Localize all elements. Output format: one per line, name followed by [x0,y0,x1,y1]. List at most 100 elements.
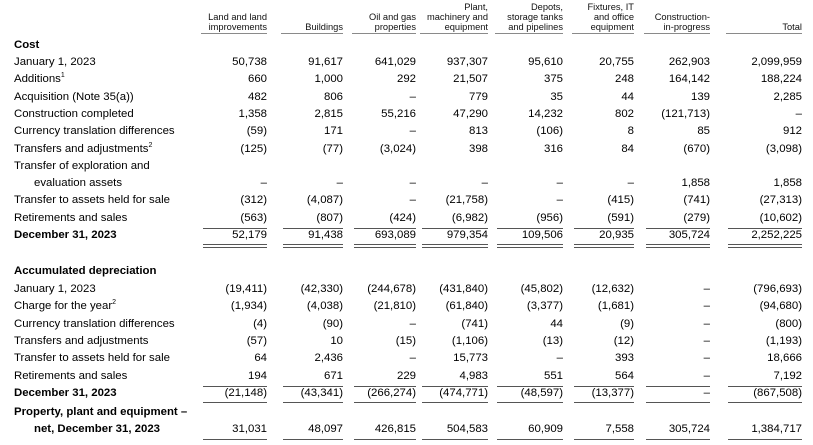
table-row: Retirements and sales 194 671 229 4,983 551 56… [0,368,813,385]
cell-oil-gas-properties: – [409,125,416,138]
column-header-line: equipment [444,22,488,33]
total-rule [422,439,488,440]
cell-plant-machinery: (474,771) [439,386,488,399]
column-header-total: Total [712,22,802,32]
cell-plant-machinery: (21,758) [445,194,488,207]
cell-plant-machinery: 47,290 [453,107,488,120]
column-header-line: Land and land [208,12,267,23]
cell-buildings: (77) [322,142,343,155]
cell-buildings: 2,815 [314,107,343,120]
cell-plant-machinery: 21,507 [453,73,488,86]
cell-total: 2,099,959 [751,56,802,68]
cell-construction-in-progress: 164,142 [668,73,710,86]
table-row: Currency translation differences (59) 171 –… [0,123,813,140]
cell-plant-machinery: (6,982) [451,211,488,224]
cell-fixtures-it: 84 [621,142,634,155]
cell-land-improvements: (4) [253,317,267,330]
row-label: Currency translation differences [14,125,175,137]
cell-depots-pipelines: (106) [536,125,563,138]
row-label: Transfers and adjustments [14,335,148,347]
cell-oil-gas-properties: – [409,194,416,207]
row-label: Retirements and sales [14,212,127,224]
total-rule [574,439,634,440]
cell-fixtures-it: 564 [614,369,634,382]
cell-buildings: (4,038) [306,300,343,313]
cell-plant-machinery: 937,307 [446,56,488,68]
cell-land-improvements: – [260,177,267,190]
cell-plant-machinery: 813 [468,125,488,138]
total-rule-double [574,247,634,248]
cell-land-improvements: 52,179 [232,229,267,241]
total-row: December 31, 2023 (21,148) (43,341) (266,27… [0,385,813,402]
net-cell-plant-machinery: 504,583 [446,423,488,435]
cell-fixtures-it: (415) [607,194,634,207]
cost-section-title: Cost [14,39,40,51]
cell-fixtures-it: 20,755 [599,56,634,68]
total-rule [497,244,563,245]
row-label: Acquisition (Note 35(a)) [14,91,134,103]
column-header-buildings: Buildings [267,22,343,32]
row-label-text: Acquisition (Note 35(a)) [14,90,134,103]
cell-land-improvements: (57) [246,334,267,347]
footnote-marker: 1 [60,72,65,80]
cell-total: (10,602) [759,211,802,224]
cell-buildings: 91,438 [308,229,343,241]
cell-total: (867,508) [753,386,802,399]
row-label-text: January 1, 2023 [14,56,96,68]
total-rule [497,401,563,403]
total-rule-double [728,247,802,248]
row-label-text: Currency translation differences [14,125,175,138]
row-label-text: Currency translation differences [14,317,175,330]
cell-depots-pipelines: 375 [543,73,563,86]
cell-fixtures-it: 802 [614,107,634,120]
column-header-oil-gas-properties: Oil and gas properties [338,12,416,32]
cell-total: – [795,107,802,120]
column-header-line: Construction- [654,12,710,23]
row-label-text: Charge for the year [14,300,113,313]
row-label: January 1, 2023 [14,56,96,68]
total-rule-double [646,247,710,248]
cell-plant-machinery: 979,354 [446,229,488,241]
column-header-line: storage tanks [507,12,563,23]
row-label: Transfer to assets held for sale [14,352,170,364]
cell-buildings: 91,617 [308,56,343,68]
cell-depots-pipelines: 95,610 [528,56,563,68]
cell-construction-in-progress: – [703,369,710,382]
total-rule [497,228,563,229]
cell-oil-gas-properties: (15) [395,334,416,347]
total-rule [203,439,267,440]
total-rule [354,228,416,229]
table-row: evaluation assets – – – – – – 1,858 1,858 [0,175,813,192]
cell-depots-pipelines: 316 [543,142,563,155]
total-rule [574,401,634,403]
row-label-text: December 31, 2023 [14,386,117,399]
column-header-line: equipment [590,22,634,33]
total-rule [354,401,416,403]
net-ppe-label-line2: net, December 31, 2023 [34,423,161,435]
column-header-depots-pipelines: Depots, storage tanks and pipelines [481,2,563,33]
cell-oil-gas-properties: 229 [396,369,416,382]
table-row: Construction completed 1,358 2,815 55,216 47… [0,106,813,123]
table-row: Charge for the year2 (1,934) (4,038) (21,81… [0,298,813,315]
cell-buildings: – [336,177,343,190]
cell-land-improvements: (21,148) [224,386,267,399]
cell-construction-in-progress: (741) [683,194,710,207]
cell-construction-in-progress: (670) [683,142,710,155]
column-header-land-improvements: Land and land improvements [187,12,267,32]
total-rule [728,385,802,387]
total-row: December 31, 2023 52,179 91,438 693,089 979,… [0,227,813,244]
cell-plant-machinery: (1,106) [451,334,488,347]
cell-plant-machinery: 398 [468,142,488,155]
net-cell-total: 1,384,717 [751,423,802,435]
cell-total: 7,192 [773,369,802,382]
column-header-construction-in-progress: Construction-in-progress [630,12,710,32]
cell-total: (27,313) [759,194,802,207]
cell-depots-pipelines: 14,232 [528,107,563,120]
cell-land-improvements: 194 [247,369,267,382]
cell-buildings: (42,330) [300,283,343,295]
cell-construction-in-progress: (279) [683,211,710,224]
cell-total: 188,224 [760,73,802,86]
total-rule [203,385,267,387]
table-row: Currency translation differences (4) (90) –… [0,316,813,333]
total-rule [354,439,416,440]
